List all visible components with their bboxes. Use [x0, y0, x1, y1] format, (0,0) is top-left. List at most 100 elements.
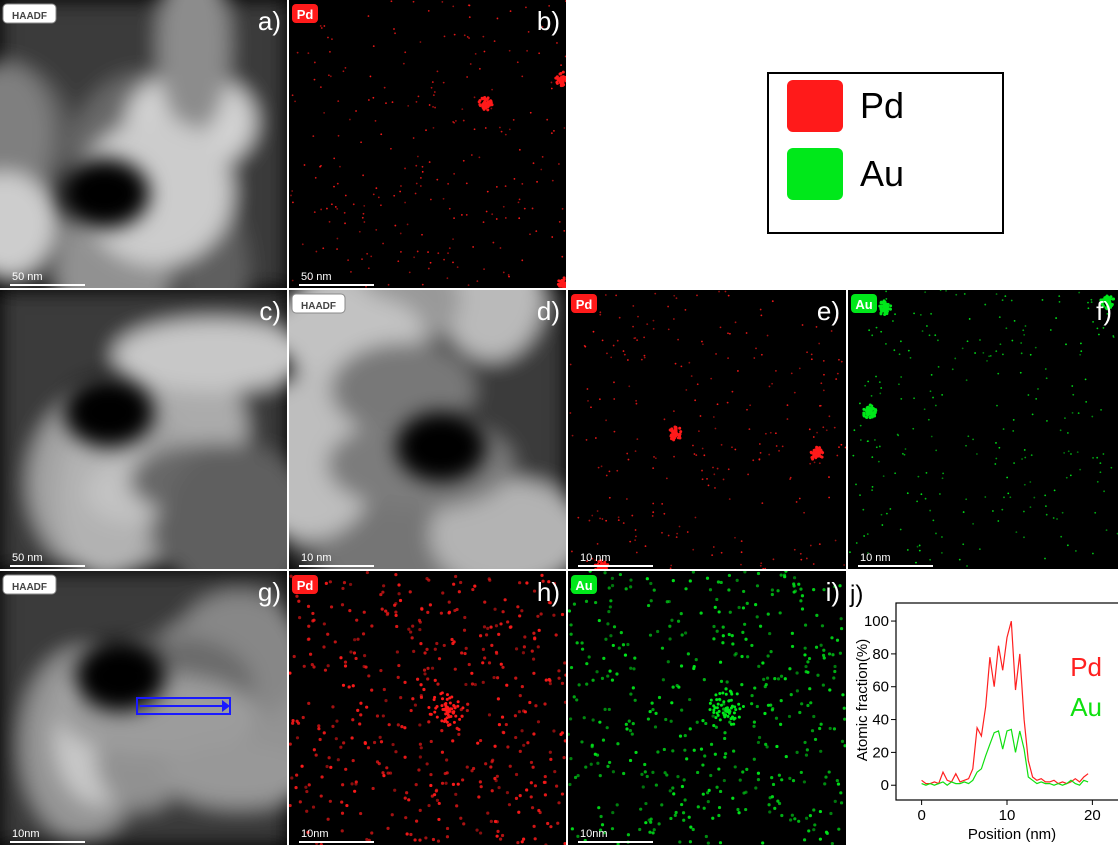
y-tick-label: 60	[872, 679, 889, 696]
signal-dot	[699, 611, 703, 615]
signal-dot	[361, 258, 363, 260]
signal-dot	[355, 618, 359, 622]
signal-dot	[367, 267, 370, 270]
signal-dot	[536, 614, 540, 618]
signal-dot	[776, 589, 780, 593]
signal-dot	[415, 164, 418, 167]
signal-dot	[652, 502, 655, 505]
signal-dot	[430, 86, 433, 89]
signal-dot	[507, 803, 512, 807]
signal-dot	[731, 796, 735, 800]
signal-dot	[809, 544, 812, 547]
signal-dot	[813, 461, 816, 464]
signal-dot	[912, 427, 915, 430]
signal-dot	[408, 590, 412, 594]
signal-dot	[523, 207, 526, 210]
signal-dot	[654, 783, 658, 787]
signal-dot	[805, 816, 809, 820]
signal-dot	[533, 837, 537, 841]
signal-dot	[518, 749, 522, 753]
signal-dot	[478, 738, 483, 743]
signal-dot	[779, 722, 783, 726]
signal-dot	[679, 612, 683, 616]
signal-dot	[587, 399, 589, 402]
signal-dot	[711, 714, 715, 718]
signal-dot	[1033, 496, 1036, 499]
signal-dot	[435, 641, 439, 646]
signal-dot	[307, 637, 311, 641]
cluster-dot	[715, 698, 719, 702]
signal-dot	[736, 807, 740, 812]
signal-dot	[788, 667, 792, 671]
signal-dot	[1060, 535, 1063, 538]
signal-dot	[680, 633, 684, 637]
signal-dot	[453, 33, 456, 36]
signal-dot	[790, 631, 794, 635]
cluster-dot	[862, 411, 866, 415]
signal-dot	[370, 688, 374, 692]
signal-dot	[521, 182, 524, 185]
signal-dot	[481, 647, 485, 651]
signal-dot	[699, 747, 704, 751]
signal-dot	[974, 352, 977, 354]
signal-dot	[669, 719, 673, 723]
signal-dot	[427, 803, 431, 808]
signal-dot	[832, 727, 837, 731]
signal-dot	[599, 814, 603, 819]
signal-dot	[769, 650, 773, 654]
signal-dot	[298, 800, 302, 804]
signal-dot	[768, 796, 772, 800]
signal-dot	[636, 438, 639, 441]
signal-dot	[935, 449, 938, 452]
signal-dot	[573, 775, 578, 780]
signal-dot	[1099, 462, 1102, 465]
signal-dot	[1031, 413, 1034, 416]
signal-dot	[354, 782, 358, 786]
signal-dot	[1019, 371, 1022, 374]
signal-dot	[665, 600, 669, 604]
signal-dot	[499, 662, 503, 666]
signal-dot	[686, 531, 689, 533]
signal-dot	[882, 475, 885, 478]
signal-dot	[671, 749, 675, 753]
signal-dot	[652, 511, 655, 514]
cluster-dot	[445, 720, 449, 724]
panel-label: e)	[817, 296, 840, 326]
signal-dot	[958, 558, 961, 561]
signal-dot	[404, 201, 406, 204]
image	[848, 290, 1118, 569]
signal-dot	[459, 580, 463, 585]
signal-dot	[390, 147, 392, 150]
signal-dot	[929, 558, 931, 561]
signal-dot	[605, 419, 608, 422]
signal-dot	[584, 599, 589, 603]
signal-dot	[609, 634, 613, 638]
signal-dot	[456, 266, 459, 269]
signal-dot	[765, 676, 770, 680]
signal-dot	[691, 571, 695, 574]
signal-dot	[328, 580, 332, 584]
signal-dot	[713, 752, 717, 756]
signal-dot	[415, 182, 418, 185]
cluster-dot	[486, 108, 490, 112]
signal-dot	[296, 721, 301, 725]
signal-dot	[467, 4, 470, 7]
signal-dot	[295, 736, 300, 740]
signal-dot	[322, 731, 326, 735]
signal-dot	[830, 330, 833, 332]
signal-dot	[339, 656, 343, 660]
signal-dot	[822, 389, 825, 392]
cluster-dot	[879, 311, 883, 315]
signal-dot	[634, 529, 637, 531]
signal-dot	[384, 699, 388, 703]
signal-dot	[514, 796, 519, 801]
signal-dot	[570, 827, 574, 831]
signal-dot	[622, 522, 625, 524]
signal-dot	[752, 757, 756, 761]
signal-dot	[934, 334, 937, 337]
signal-dot	[644, 801, 648, 806]
signal-dot	[599, 311, 602, 314]
signal-dot	[824, 775, 828, 779]
signal-dot	[530, 649, 534, 653]
signal-dot	[1023, 483, 1026, 486]
